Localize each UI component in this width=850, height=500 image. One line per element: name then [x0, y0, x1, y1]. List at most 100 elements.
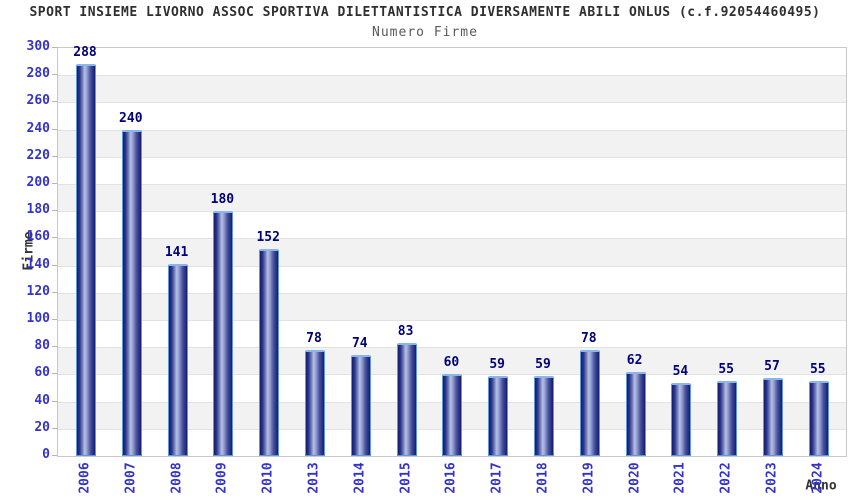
bar-2009	[213, 211, 234, 456]
bar-value-label-2007: 240	[119, 110, 143, 126]
y-tick-label-180: 180	[26, 202, 50, 218]
y-tick-label-220: 220	[26, 147, 50, 163]
y-tick-mark	[52, 210, 57, 212]
x-tick-label-2008: 2008	[169, 462, 185, 494]
y-tick-label-140: 140	[26, 256, 50, 272]
x-tick-label-2009: 2009	[214, 462, 230, 494]
plot-band	[58, 75, 846, 103]
x-tick-label-2015: 2015	[398, 462, 414, 494]
gridline	[58, 75, 846, 77]
plot-band	[58, 265, 846, 293]
x-tick-label-2014: 2014	[352, 462, 368, 494]
bar-2017	[488, 375, 509, 456]
bar-value-label-2014: 74	[351, 336, 368, 352]
x-tick-label-2024: 2024	[810, 462, 826, 494]
plot-band	[58, 184, 846, 212]
bar-value-label-2016: 60	[443, 355, 460, 371]
y-tick-mark	[52, 291, 57, 293]
gridline	[58, 211, 846, 213]
y-tick-label-0: 0	[42, 447, 50, 462]
gridline	[58, 184, 846, 185]
y-tick-label-100: 100	[26, 311, 50, 326]
y-tick-mark	[52, 237, 57, 239]
plot-band	[58, 292, 846, 320]
y-tick-mark	[52, 128, 57, 130]
bar-value-label-2015: 83	[397, 324, 414, 340]
y-tick-mark	[52, 346, 57, 348]
x-tick-label-2007: 2007	[123, 462, 139, 494]
x-axis-title: Anno	[805, 478, 837, 494]
bar-2020	[625, 371, 646, 456]
y-tick-mark	[52, 155, 57, 157]
y-tick-mark	[52, 183, 57, 184]
gridline	[58, 320, 846, 321]
plot-band	[58, 320, 846, 348]
y-tick-mark	[52, 400, 57, 402]
bar-value-label-2010: 152	[256, 230, 280, 246]
gridline	[58, 292, 846, 294]
bar-2015	[396, 343, 417, 456]
bar-2013	[305, 349, 325, 456]
x-tick-label-2013: 2013	[306, 462, 322, 494]
gridline	[58, 347, 846, 349]
x-tick-label-2022: 2022	[718, 462, 734, 494]
y-tick-label-260: 260	[26, 93, 50, 109]
bar-value-label-2006: 288	[73, 45, 97, 61]
plot-band	[58, 347, 846, 375]
y-tick-label-40: 40	[34, 392, 50, 408]
bar-2018	[534, 375, 554, 456]
plot-band	[58, 129, 846, 157]
y-tick-mark	[52, 74, 57, 76]
x-tick-label-2006: 2006	[77, 462, 93, 494]
x-tick-label-2016: 2016	[443, 462, 459, 494]
plot-band	[58, 48, 846, 76]
bar-2008	[167, 264, 188, 456]
y-tick-mark	[52, 264, 57, 266]
bar-value-label-2019: 78	[580, 330, 597, 346]
chart-subtitle: Numero Firme	[372, 25, 478, 40]
bar-2023	[763, 378, 783, 456]
y-tick-mark	[52, 319, 57, 320]
bar-value-label-2022: 55	[718, 362, 735, 378]
x-tick-label-2010: 2010	[260, 462, 276, 494]
bar-value-label-2024: 55	[809, 362, 826, 378]
y-tick-label-20: 20	[34, 419, 50, 435]
y-tick-label-60: 60	[34, 365, 50, 381]
bar-2022	[717, 381, 738, 456]
bar-value-label-2013: 78	[306, 330, 322, 346]
y-tick-label-160: 160	[26, 229, 50, 245]
x-tick-label-2017: 2017	[489, 462, 505, 494]
plot-band	[58, 238, 846, 266]
y-tick-mark	[52, 455, 57, 456]
y-tick-mark	[52, 47, 57, 48]
plot-band	[58, 156, 846, 184]
x-tick-label-2021: 2021	[672, 462, 688, 494]
bar-value-label-2017: 59	[489, 356, 506, 372]
y-tick-label-120: 120	[26, 283, 50, 299]
bar-value-label-2008: 141	[164, 245, 189, 261]
y-tick-label-200: 200	[26, 175, 50, 190]
gridline	[58, 129, 846, 131]
gridline	[58, 156, 846, 158]
gridline	[58, 265, 846, 267]
y-tick-label-240: 240	[26, 120, 50, 136]
x-tick-label-2018: 2018	[535, 462, 551, 494]
x-tick-label-2023: 2023	[764, 462, 780, 494]
x-tick-label-2019: 2019	[581, 462, 597, 494]
bar-2007	[121, 129, 142, 456]
plot-band	[58, 102, 846, 130]
y-tick-mark	[52, 101, 57, 103]
bar-2010	[259, 249, 280, 456]
chart-title: SPORT INSIEME LIVORNO ASSOC SPORTIVA DIL…	[29, 5, 821, 20]
y-tick-label-80: 80	[34, 338, 50, 354]
gridline	[58, 238, 846, 240]
y-tick-label-300: 300	[26, 39, 50, 54]
bar-value-label-2023: 57	[764, 359, 780, 375]
gridline	[58, 102, 846, 104]
bar-2024	[808, 381, 829, 456]
x-tick-label-2020: 2020	[627, 462, 643, 494]
y-tick-mark	[52, 373, 57, 375]
plot-area	[57, 47, 847, 457]
bar-2006	[76, 64, 96, 456]
bar-2016	[442, 374, 463, 456]
